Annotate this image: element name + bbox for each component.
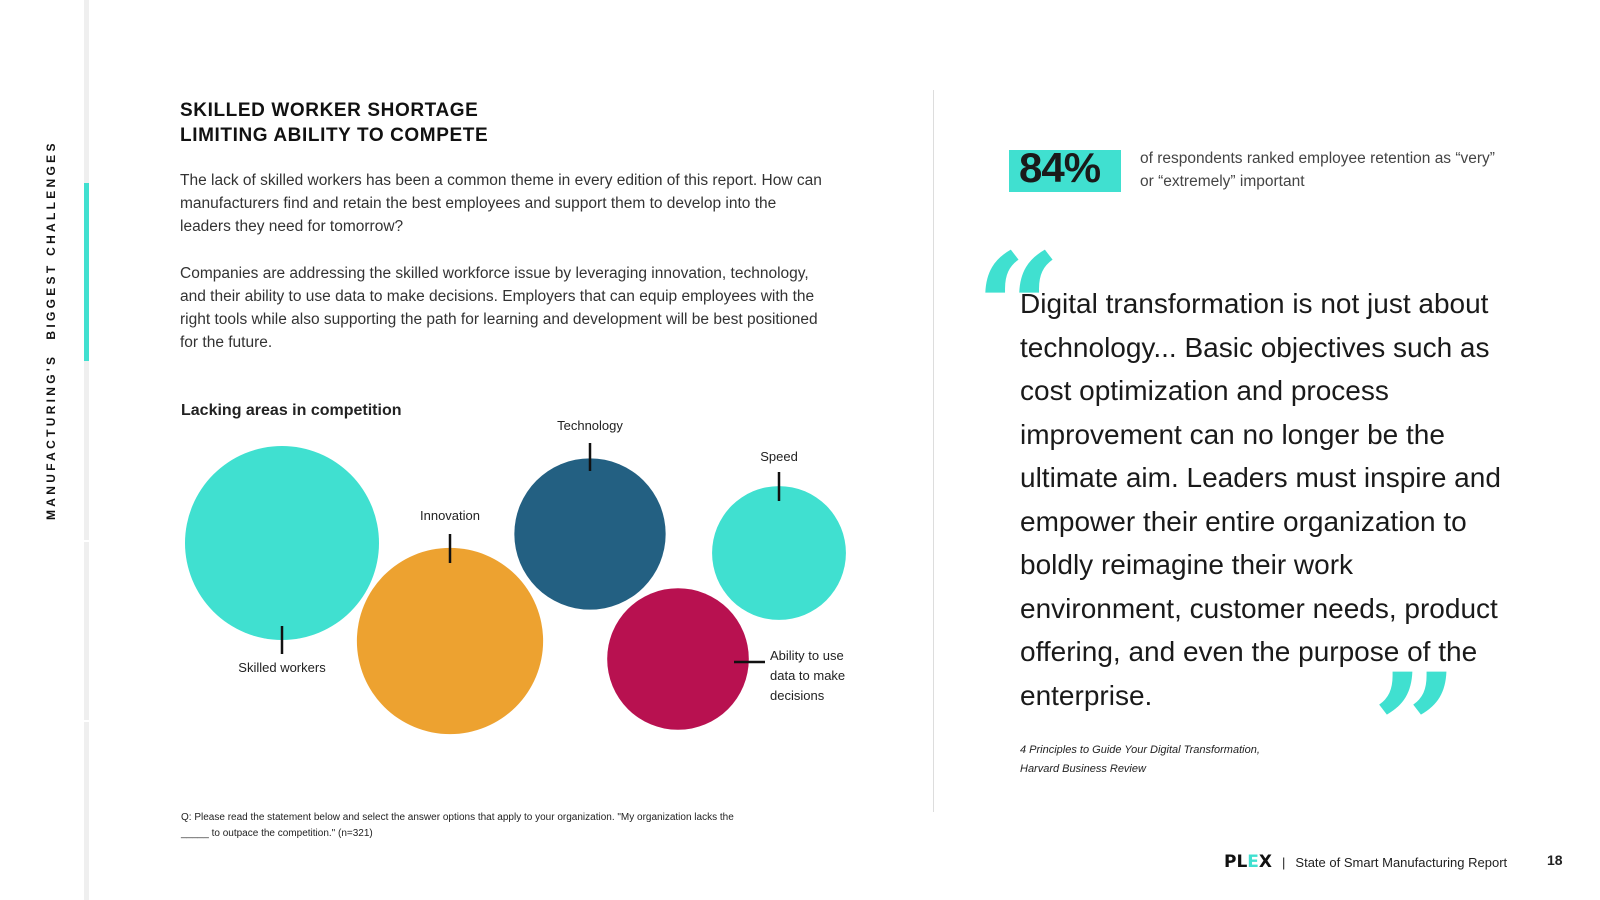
page-number: 18 xyxy=(1547,852,1563,868)
logo-text-part2: E xyxy=(1247,852,1259,872)
sidebar-active-section-indicator xyxy=(84,183,89,361)
bubble-innovation xyxy=(356,547,544,735)
close-quote-mark: ” xyxy=(1372,641,1459,817)
bubble-ability-to-use-data-to-make-decisions xyxy=(607,588,749,730)
report-name: State of Smart Manufacturing Report xyxy=(1295,854,1508,870)
bubble-technology xyxy=(514,458,666,610)
section-title-line2: LIMITING ABILITY TO COMPETE xyxy=(180,125,489,146)
bubble-skilled-workers xyxy=(185,446,379,640)
logo-text-part3: X xyxy=(1258,852,1273,872)
intro-paragraph: The lack of skilled workers has been a c… xyxy=(180,172,822,235)
survey-footnote: Q: Please read the statement below and s… xyxy=(181,810,841,842)
sidebar-label-part1: MANUFACTURING'S xyxy=(44,353,58,520)
footnote-line2: _____ to outpace the competition." (n=32… xyxy=(181,828,373,839)
page-footer: PLEX | State of Smart Manufacturing Repo… xyxy=(1224,852,1507,872)
stat-highlight-box xyxy=(1009,150,1121,192)
section-title-line1: SKILLED WORKER SHORTAGE xyxy=(180,100,479,121)
sidebar-divider xyxy=(84,540,89,542)
bubble-speed xyxy=(712,486,846,620)
sidebar-rail xyxy=(84,0,89,900)
footer-separator: | xyxy=(1282,854,1286,870)
body-paragraph: Companies are addressing the skilled wor… xyxy=(180,265,818,351)
plex-logo: PLEX xyxy=(1224,852,1272,872)
footnote-line1: Q: Please read the statement below and s… xyxy=(181,812,734,823)
sidebar-label-part2: BIGGEST CHALLENGES xyxy=(44,140,58,340)
pull-quote: Digital transformation is not just about… xyxy=(1020,288,1501,711)
bubble-label: Speed xyxy=(760,449,798,464)
bubble-chart: Skilled workers Innovation Technology Speed… xyxy=(185,418,846,735)
quote-source: 4 Principles to Guide Your Digital Trans… xyxy=(1020,741,1260,779)
stat-value: 84% xyxy=(1019,144,1101,191)
bubble-label: decisions xyxy=(770,688,825,703)
stat-description: of respondents ranked employee retention… xyxy=(1140,150,1495,190)
quote-source-title: 4 Principles to Guide Your Digital Trans… xyxy=(1020,744,1260,756)
bubble-label: Skilled workers xyxy=(238,660,326,675)
quote-source-publication: Harvard Business Review xyxy=(1020,763,1146,775)
column-divider xyxy=(933,90,934,812)
bubble-label: Innovation xyxy=(420,508,480,523)
bubble-label: Ability to use xyxy=(770,648,844,663)
section-title: SKILLED WORKER SHORTAGE LIMITING ABILITY… xyxy=(180,98,488,148)
open-quote-mark: “ xyxy=(975,221,1062,397)
logo-text-part1: PL xyxy=(1224,852,1248,872)
chart-title: Lacking areas in competition xyxy=(181,402,402,419)
sidebar-divider xyxy=(84,720,89,722)
sidebar-section-label: MANUFACTURING'S BIGGEST CHALLENGES xyxy=(44,80,58,520)
bubble-label: Technology xyxy=(557,418,623,433)
bubble-label: data to make xyxy=(770,668,845,683)
